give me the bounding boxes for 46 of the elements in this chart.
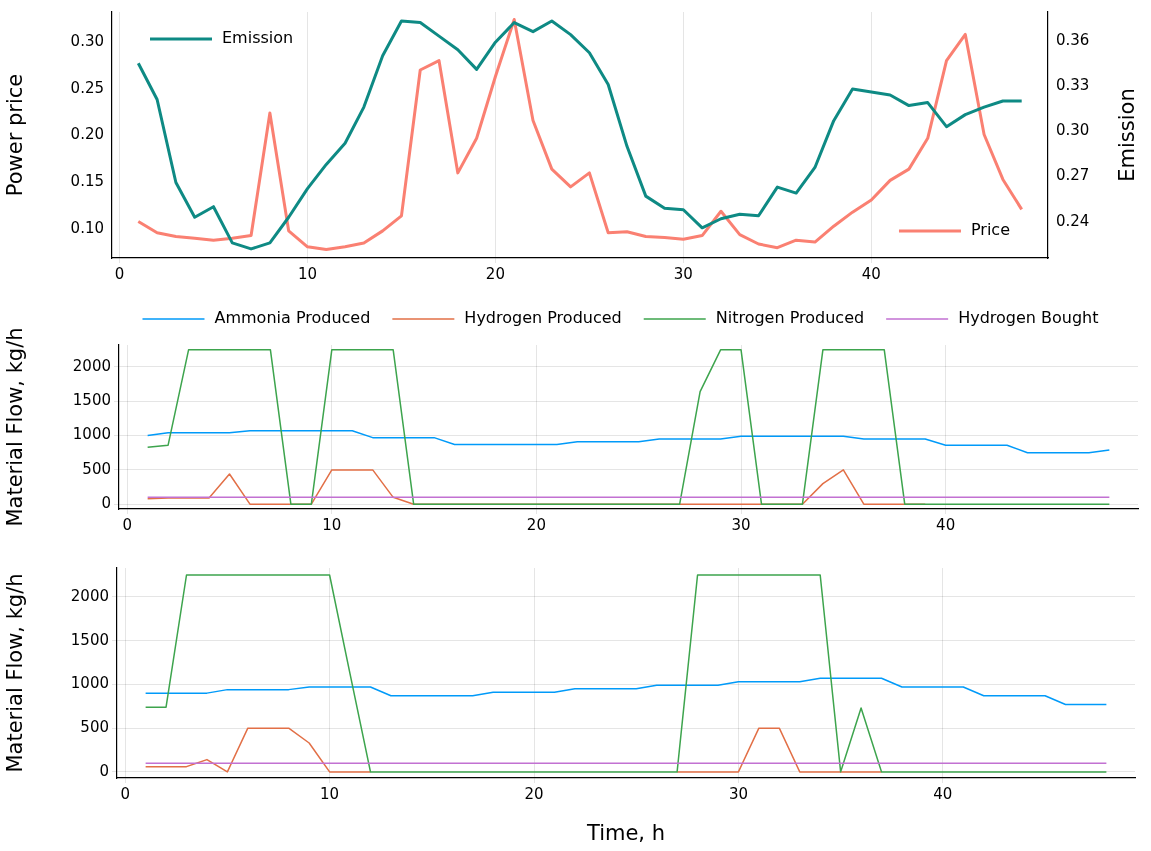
- legend-label: Price: [970, 220, 1010, 240]
- y2-axis-title: Emission: [1115, 88, 1140, 182]
- y2-tick-label: 0.30: [1056, 121, 1090, 140]
- y-tick-label: 0.30: [70, 31, 104, 50]
- y-tick-label: 0.10: [70, 218, 104, 237]
- y-axis-title: Material Flow, kg/h: [3, 327, 28, 527]
- x-tick-label: 20: [526, 515, 546, 534]
- x-tick-label: 20: [524, 784, 544, 803]
- x-tick-label: 30: [728, 784, 748, 803]
- y-tick-label: 2000: [72, 356, 111, 375]
- y-tick-label: 2000: [70, 586, 109, 605]
- y-tick-label: 0: [101, 494, 111, 513]
- y-tick-label: 0: [99, 761, 109, 780]
- y-axis-title: Material Flow, kg/h: [3, 573, 28, 773]
- y-tick-label: 0.15: [70, 172, 104, 191]
- x-tick-label: 30: [673, 264, 693, 283]
- y2-tick-label: 0.27: [1056, 166, 1090, 185]
- y-axis-title: Power price: [3, 73, 28, 197]
- x-tick-label: 10: [322, 515, 342, 534]
- y-tick-label: 500: [80, 718, 109, 737]
- x-tick-label: 30: [731, 515, 751, 534]
- x-tick-label: 20: [485, 264, 505, 283]
- legend-label: Hydrogen Bought: [958, 308, 1099, 328]
- y-tick-label: 1000: [70, 674, 109, 693]
- legend-label: Nitrogen Produced: [715, 308, 865, 328]
- y-tick-label: 500: [82, 459, 111, 478]
- x-tick-label: 40: [933, 784, 953, 803]
- y-tick-label: 0.25: [70, 78, 104, 97]
- x-tick-label: 10: [297, 264, 318, 283]
- y2-tick-label: 0.33: [1056, 75, 1090, 94]
- x-tick-label: 0: [114, 264, 125, 283]
- y-tick-label: 0.20: [70, 125, 104, 144]
- y2-tick-label: 0.24: [1056, 211, 1090, 230]
- x-tick-label: 10: [320, 784, 340, 803]
- legend-label: Hydrogen Produced: [464, 308, 622, 328]
- x-tick-label: 0: [120, 784, 130, 803]
- legend-label: Emission: [222, 28, 294, 48]
- x-axis-title: Time, h: [585, 820, 666, 845]
- x-tick-label: 40: [936, 515, 956, 534]
- x-tick-label: 0: [122, 515, 132, 534]
- y2-tick-label: 0.36: [1056, 30, 1090, 49]
- y-tick-label: 1000: [72, 425, 111, 444]
- x-tick-label: 40: [861, 264, 881, 283]
- y-tick-label: 1500: [70, 630, 109, 649]
- y-tick-label: 1500: [72, 391, 111, 410]
- legend-label: Ammonia Produced: [214, 308, 371, 328]
